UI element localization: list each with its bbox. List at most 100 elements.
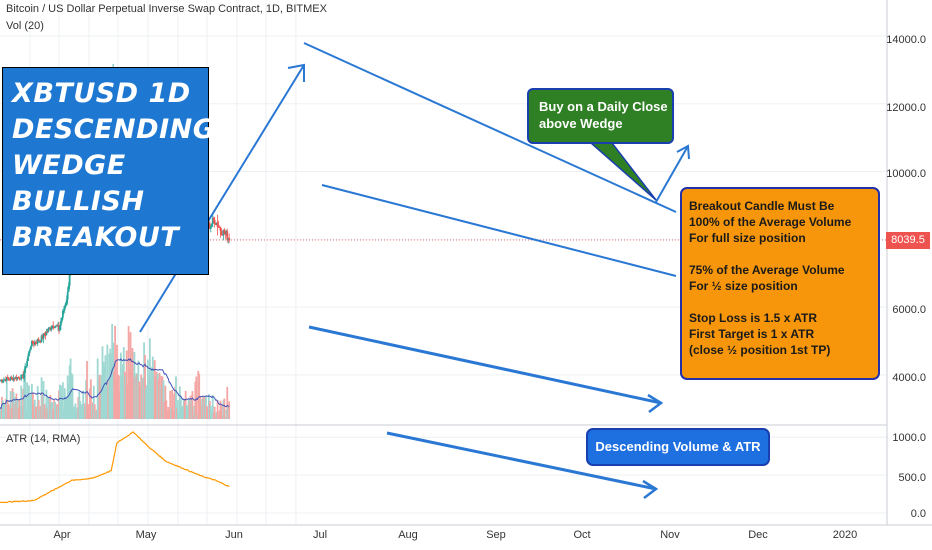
volume-bar: [61, 382, 64, 419]
volume-bar: [121, 364, 124, 419]
volume-bar: [185, 405, 188, 419]
volume-bar: [108, 353, 111, 419]
volume-bar: [174, 387, 176, 419]
volume-bar: [8, 406, 11, 419]
volume-bar: [104, 355, 107, 419]
title-line: BULLISH: [12, 186, 145, 217]
volume-bar: [90, 404, 93, 419]
volume-bar: [193, 405, 196, 419]
volume-bar: [205, 396, 207, 419]
volume-bar: [165, 400, 168, 419]
volume-bar: [64, 396, 67, 419]
atr-tick-label: 0.0: [910, 508, 926, 520]
volume-bar: [109, 348, 112, 419]
volume-bar: [63, 388, 66, 419]
candle-body: [38, 340, 41, 342]
volume-bar: [0, 409, 2, 419]
volume-bar: [219, 400, 222, 419]
candle-body: [53, 326, 56, 328]
volume-bar: [161, 376, 164, 419]
rally-line: [139, 64, 305, 333]
volume-bar: [119, 390, 121, 419]
volume-bar: [39, 405, 42, 419]
volume-bar: [122, 346, 125, 419]
volume-bar: [154, 376, 157, 419]
volume-bar: [52, 409, 55, 419]
volume-bar: [20, 385, 23, 419]
volume-bar: [190, 399, 193, 419]
volume-bar: [84, 403, 86, 419]
volume-bar: [77, 396, 80, 419]
candle-body: [1, 379, 3, 382]
volume-bar: [32, 404, 35, 419]
volume-bar: [149, 378, 152, 419]
volume-bar: [99, 384, 102, 419]
volume-bar: [36, 386, 39, 419]
volume-bar: [58, 390, 60, 419]
volume-bar: [144, 355, 146, 419]
volume-bar: [220, 405, 223, 419]
volume-bar: [116, 344, 118, 419]
candle-body: [37, 339, 40, 342]
title-line: DESCENDING: [12, 114, 216, 145]
volume-bar: [211, 394, 214, 419]
volume-bar: [120, 376, 123, 419]
candle-body: [35, 342, 38, 344]
volume-bar: [25, 410, 28, 419]
volume-bar: [55, 405, 57, 419]
volume-bar: [100, 375, 103, 419]
rule-spacer: [689, 294, 878, 310]
candle-body: [61, 310, 64, 318]
volume-bar: [16, 399, 19, 419]
volume-bar: [216, 400, 219, 419]
candle-body: [219, 227, 222, 231]
candle-body: [43, 333, 46, 335]
candle-body: [217, 226, 220, 228]
candle-body: [213, 220, 216, 224]
candle-body: [18, 377, 21, 379]
volume-bar: [177, 412, 180, 419]
volume-ma-line: [0, 358, 230, 410]
volume-bar: [107, 380, 110, 419]
volume-bar: [191, 391, 194, 419]
volume-bar: [156, 373, 159, 419]
volume-bar: [222, 400, 225, 419]
candle-body: [222, 229, 225, 236]
candle-body: [54, 326, 57, 328]
volume-bar: [135, 373, 138, 419]
wedge-upper-line: [303, 42, 677, 213]
candle-body: [7, 378, 10, 380]
candle-body: [13, 378, 16, 380]
breakout-arrow-line: [655, 145, 689, 203]
volume-bar: [207, 408, 209, 419]
volume-bar: [129, 332, 132, 419]
volume-bar: [4, 398, 7, 419]
volume-bar: [18, 399, 21, 419]
volume-bar: [158, 372, 161, 419]
candle-body: [225, 231, 228, 234]
volume-bar: [186, 406, 189, 419]
volume-bar: [179, 395, 182, 419]
volume-bar: [170, 407, 173, 419]
candle-body: [228, 237, 231, 241]
volume-bar: [117, 374, 119, 419]
volume-bar: [195, 376, 198, 419]
volume-bar: [70, 373, 73, 419]
candle-body: [20, 374, 23, 380]
candle-body: [56, 325, 58, 327]
volume-bar: [166, 410, 169, 419]
volume-bar: [29, 395, 31, 419]
volume-bar: [131, 348, 134, 419]
price-tick-label: 14000.0: [886, 34, 926, 46]
volume-bar: [202, 396, 204, 419]
candle-body: [11, 377, 14, 381]
chart-title: Bitcoin / US Dollar Perpetual Inverse Sw…: [6, 3, 327, 15]
volume-bar: [34, 406, 37, 419]
volume-bar: [199, 395, 202, 419]
candle-body: [39, 340, 42, 342]
volume-bar: [94, 411, 97, 419]
volume-bar: [93, 404, 96, 419]
volume-bar: [3, 404, 6, 419]
volume-bar: [15, 393, 18, 419]
last-price-tag: 8039.5: [886, 232, 930, 249]
